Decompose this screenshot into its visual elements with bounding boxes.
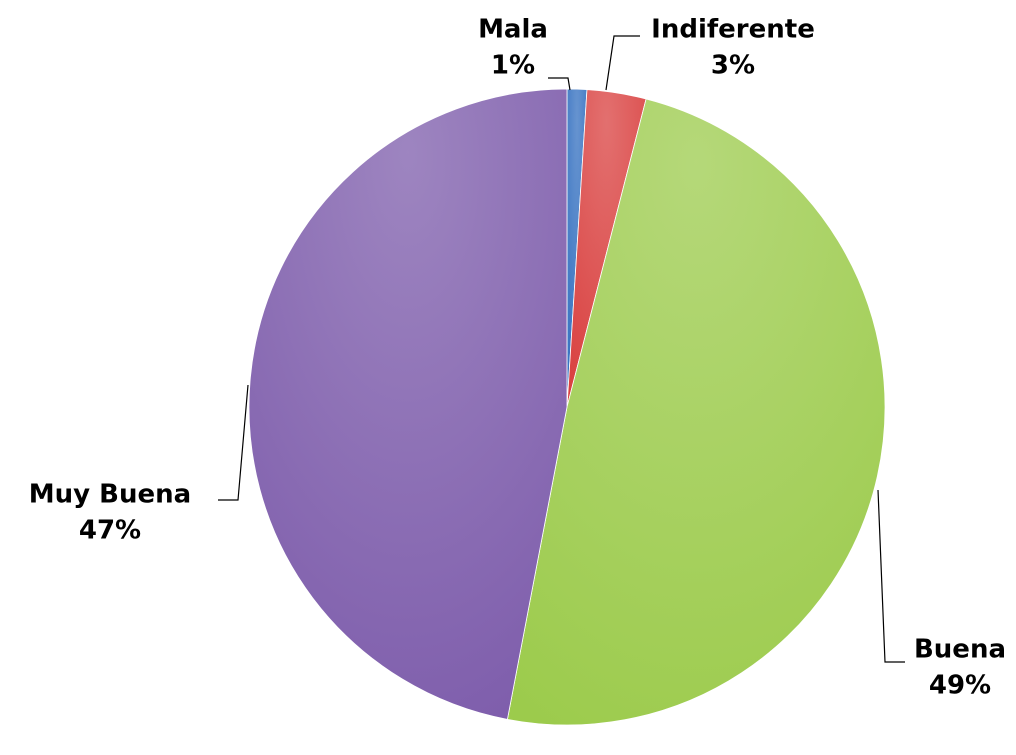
slice-label: Mala bbox=[478, 15, 548, 45]
slice-value-label: 3% bbox=[711, 51, 755, 81]
leader-line bbox=[605, 35, 640, 91]
slice-label: Indiferente bbox=[651, 15, 815, 45]
leader-line bbox=[548, 77, 571, 91]
labels: Mala 1% Indiferente 3% Buena 49% Muy Buena 47% bbox=[29, 15, 1006, 701]
pie-slice bbox=[506, 98, 886, 726]
leader-line bbox=[218, 384, 249, 501]
slice-label: Buena bbox=[914, 635, 1006, 665]
slice-value-label: 49% bbox=[929, 671, 991, 701]
slice-value-label: 47% bbox=[79, 516, 141, 546]
leader-line bbox=[877, 489, 905, 663]
slice-value-label: 1% bbox=[491, 51, 535, 81]
slice-label: Muy Buena bbox=[29, 480, 191, 510]
pie bbox=[248, 88, 886, 726]
pie-slice bbox=[248, 88, 568, 720]
